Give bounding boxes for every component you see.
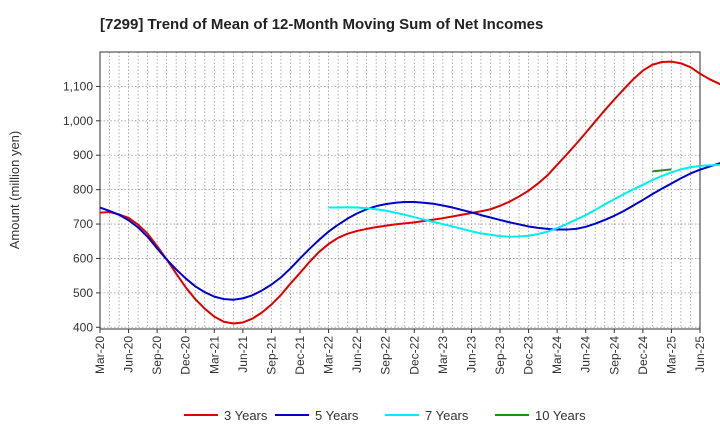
series-line-7-years	[328, 163, 720, 238]
x-tick-label: Jun-25	[693, 336, 707, 373]
legend-label: 7 Years	[425, 408, 469, 423]
x-tick-label: Sep-23	[493, 336, 507, 375]
x-tick-label: Sep-24	[607, 336, 621, 375]
series-line-5-years	[99, 162, 720, 301]
x-tick-label: Sep-21	[264, 336, 278, 375]
x-tick-label: Jun-22	[350, 336, 364, 373]
x-axis: Mar-20 Jun-20 Sep-20 Dec-20 Mar-21 Jun-21 Sep-…	[93, 329, 707, 375]
y-tick-label: 700	[73, 217, 93, 231]
y-tick-label: 900	[73, 148, 93, 162]
x-tick-label: Jun-21	[236, 336, 250, 373]
x-tick-label: Mar-20	[93, 336, 107, 374]
x-tick-label: Dec-20	[179, 336, 193, 375]
y-tick-label: 500	[73, 286, 93, 300]
x-tick-label: Mar-24	[550, 336, 564, 374]
x-tick-label: Mar-21	[207, 336, 221, 374]
y-tick-label: 1,000	[63, 114, 93, 128]
grid	[100, 52, 700, 329]
series-lines	[99, 60, 720, 325]
x-tick-label: Jun-20	[122, 336, 136, 373]
y-tick-label: 1,100	[63, 79, 93, 93]
chart-title: [7299] Trend of Mean of 12-Month Moving …	[100, 16, 543, 33]
x-tick-label: Dec-23	[522, 336, 536, 375]
legend-label: 10 Years	[535, 408, 586, 423]
y-axis: 400 500 600 700 800 900 1,000 1,100	[63, 79, 100, 334]
series-line-10-years	[652, 168, 672, 173]
legend-label: 3 Years	[224, 408, 268, 423]
x-tick-label: Mar-22	[322, 336, 336, 374]
x-tick-label: Mar-25	[664, 336, 678, 374]
x-tick-label: Sep-22	[379, 336, 393, 375]
y-tick-label: 600	[73, 251, 93, 265]
x-tick-label: Mar-23	[436, 336, 450, 374]
series-line-3-years	[99, 60, 720, 325]
x-tick-label: Sep-20	[150, 336, 164, 375]
y-axis-label: Amount (million yen)	[7, 131, 22, 250]
legend: 3 Years 5 Years 7 Years 10 Years	[184, 408, 586, 423]
x-tick-label: Jun-23	[464, 336, 478, 373]
legend-label: 5 Years	[315, 408, 359, 423]
plot-area	[100, 52, 700, 329]
x-tick-label: Dec-24	[636, 336, 650, 375]
plot-border	[99, 51, 701, 330]
y-tick-label: 400	[73, 320, 93, 334]
x-tick-label: Dec-21	[293, 336, 307, 375]
x-tick-label: Dec-22	[407, 336, 421, 375]
y-tick-label: 800	[73, 183, 93, 197]
x-tick-label: Jun-24	[579, 336, 593, 373]
